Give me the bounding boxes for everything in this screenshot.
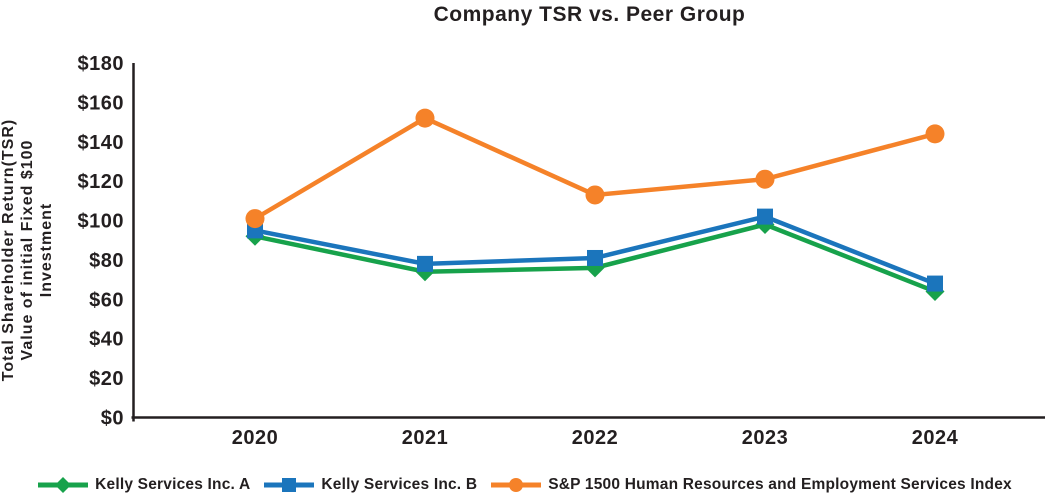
- x-tick-label: 2021: [402, 427, 449, 449]
- y-tick-label: $40: [89, 329, 124, 351]
- y-tick-label: $60: [89, 289, 124, 311]
- y-tick-label: $160: [78, 92, 125, 114]
- data-point-2-2021: [415, 108, 435, 128]
- data-point-2-2020: [245, 209, 265, 229]
- data-point-1-2022: [587, 249, 603, 266]
- y-tick-label: $120: [78, 171, 125, 193]
- orange-circle-legend-icon: [491, 478, 542, 492]
- data-point-1-2023: [757, 208, 773, 225]
- legend-label-sp1500-index: S&P 1500 Human Resources and Employment …: [548, 476, 1012, 493]
- circle-marker-icon: [509, 478, 524, 492]
- legend-item-kelly-b: Kelly Services Inc. B: [264, 475, 477, 495]
- y-tick-label: $140: [78, 132, 125, 154]
- y-tick-label: $100: [78, 211, 125, 233]
- blue-square-legend-icon: [264, 478, 315, 492]
- legend-item-kelly-a: Kelly Services Inc. A: [38, 475, 250, 495]
- x-tick-label: 2024: [912, 427, 959, 449]
- data-point-2-2022: [585, 185, 605, 205]
- chart-legend: Kelly Services Inc. A Kelly Services Inc…: [0, 475, 1050, 495]
- legend-label-kelly-a: Kelly Services Inc. A: [95, 476, 251, 493]
- y-tick-label: $20: [89, 368, 124, 390]
- x-tick-label: 2023: [742, 427, 789, 449]
- legend-label-kelly-b: Kelly Services Inc. B: [321, 476, 478, 493]
- legend-item-sp1500-index: S&P 1500 Human Resources and Employment …: [491, 475, 1012, 495]
- data-point-2-2024: [925, 124, 945, 144]
- data-point-1-2021: [417, 255, 433, 272]
- x-tick-label: 2020: [232, 427, 279, 449]
- data-point-2-2023: [755, 169, 775, 189]
- y-tick-label: $80: [89, 250, 124, 272]
- y-tick-label: $180: [78, 53, 125, 75]
- green-diamond-legend-icon: [38, 477, 89, 493]
- square-marker-icon: [282, 478, 297, 492]
- data-point-1-2024: [927, 275, 943, 292]
- x-tick-label: 2022: [572, 427, 619, 449]
- y-tick-label: $0: [101, 408, 124, 430]
- chart-title: Company TSR vs. Peer Group: [433, 3, 746, 26]
- diamond-marker-icon: [55, 477, 72, 493]
